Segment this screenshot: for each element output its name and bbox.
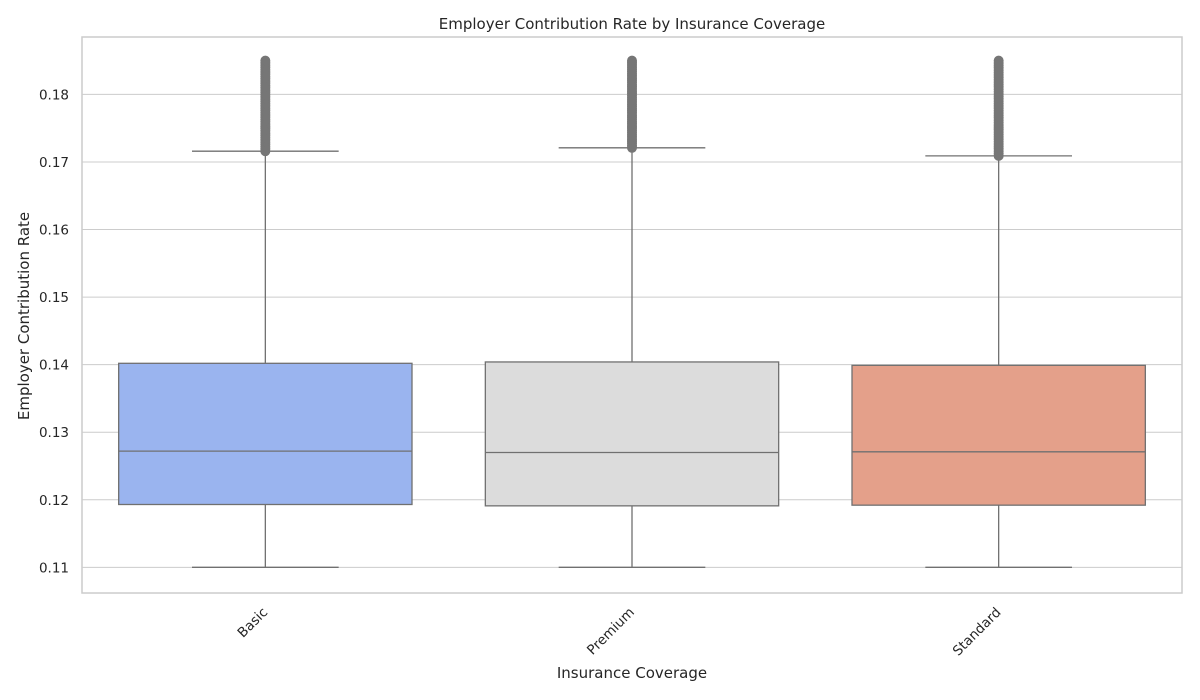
x-axis-ticks: Basic Premium Standard xyxy=(235,605,1005,660)
y-tick-label: 0.11 xyxy=(39,560,69,576)
y-tick-label: 0.14 xyxy=(39,358,69,374)
box-group-premium xyxy=(484,55,780,568)
outlier-point xyxy=(260,55,271,66)
box-group-standard xyxy=(851,55,1146,568)
y-tick-label: 0.15 xyxy=(39,290,69,306)
outlier-point xyxy=(993,55,1004,66)
box-group-basic xyxy=(118,55,413,568)
iqr-box xyxy=(484,361,780,507)
iqr-box xyxy=(118,362,413,506)
x-tick-label: Standard xyxy=(950,605,1005,660)
outlier-point xyxy=(627,55,637,66)
y-axis-ticks: 0.11 0.12 0.13 0.14 0.15 0.16 0.17 0.18 xyxy=(39,87,69,576)
boxes xyxy=(118,55,1146,568)
y-tick-label: 0.16 xyxy=(39,223,69,239)
y-tick-label: 0.17 xyxy=(39,155,69,171)
x-tick-label: Basic xyxy=(235,605,272,642)
y-axis-label: Employer Contribution Rate xyxy=(15,212,33,420)
y-tick-label: 0.13 xyxy=(39,425,69,441)
y-tick-label: 0.12 xyxy=(39,493,69,509)
x-tick-label: Premium xyxy=(584,605,638,659)
y-tick-label: 0.18 xyxy=(39,87,69,103)
iqr-box xyxy=(851,364,1146,506)
x-axis-label: Insurance Coverage xyxy=(557,664,707,682)
plot-area-frame xyxy=(81,36,1183,594)
chart-title: Employer Contribution Rate by Insurance … xyxy=(439,15,825,33)
